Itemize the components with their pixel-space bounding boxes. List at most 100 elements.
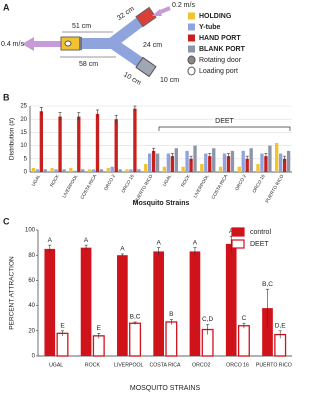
flow-in-label: 0.2 m/s <box>172 2 195 9</box>
bar <box>193 145 197 172</box>
bar <box>44 248 56 356</box>
bar <box>282 158 287 172</box>
bar <box>31 168 36 172</box>
value-label: B <box>169 311 173 318</box>
y-tube-arm <box>108 38 145 68</box>
dimension-label: 10 cm <box>122 71 142 87</box>
legend-swatch <box>188 45 195 53</box>
x-tick-label: COSTA RICA <box>210 173 229 200</box>
dimension-label: 24 cm <box>143 42 162 49</box>
bar <box>226 156 231 172</box>
bar <box>153 251 164 356</box>
loading-port <box>64 40 72 47</box>
y-tick-label: 0 <box>24 170 28 176</box>
x-tick-label: PUERTO RICO <box>256 362 292 368</box>
flow-out-label: 0.4 m/s <box>1 41 24 48</box>
legend-swatch <box>187 55 196 65</box>
legend-swatch <box>231 239 245 249</box>
value-label: C <box>242 315 247 322</box>
bar <box>170 156 175 172</box>
bar <box>237 166 241 172</box>
value-label: B,C <box>130 314 141 321</box>
y-tube-arm <box>108 16 145 48</box>
x-tick-label: LIVERPOOL <box>192 173 210 198</box>
bar <box>114 119 118 172</box>
bar <box>73 170 77 172</box>
bar <box>275 142 279 172</box>
bar <box>189 251 201 356</box>
legend-swatch <box>187 66 196 76</box>
bar <box>200 164 204 172</box>
x-tick-label: LIVERPOOL <box>61 173 79 198</box>
bar <box>241 150 245 172</box>
bar <box>264 156 268 172</box>
legend-label: Loading port <box>199 68 238 75</box>
bar <box>189 158 193 172</box>
bar <box>144 164 148 172</box>
value-label: A <box>84 237 89 244</box>
legend-swatch <box>188 34 195 42</box>
x-tick-label: ORCO 16 <box>226 362 249 368</box>
bar <box>212 148 216 172</box>
bar <box>204 153 208 172</box>
bar <box>92 335 105 357</box>
bar <box>245 158 249 172</box>
value-label: A <box>48 237 53 244</box>
legend-label: Rotating door <box>199 57 242 64</box>
annotation: DEET <box>215 118 234 125</box>
x-tick-label: COSTA RICA <box>149 362 181 368</box>
bar <box>185 150 189 172</box>
bar <box>80 247 92 356</box>
bar <box>151 150 156 172</box>
y-tick-label: 60 <box>28 278 35 284</box>
y-tick-label: 100 <box>25 228 36 234</box>
airflow-arrowhead <box>22 37 34 51</box>
legend-label: DEET <box>250 241 269 248</box>
value-label: E <box>97 325 102 332</box>
x-tick-label: ORCO2 <box>192 362 211 368</box>
bar <box>230 150 235 172</box>
bar <box>62 169 66 172</box>
legend-label: HAND PORT <box>199 35 241 42</box>
legend-label: control <box>250 229 271 236</box>
value-label: C,D <box>202 316 214 323</box>
bar <box>249 148 253 172</box>
y-tick-label: 10 <box>20 143 27 149</box>
legend-label: HOLDING <box>199 13 232 20</box>
bar <box>81 169 85 172</box>
y-tick-label: 25 <box>20 104 27 110</box>
bar <box>35 169 40 172</box>
y-tick-label: 40 <box>28 303 35 309</box>
x-tick-label: ORCO 16 <box>120 173 135 193</box>
legend-label: BLANK PORT <box>199 46 246 53</box>
hand-port <box>135 6 157 28</box>
bar <box>56 332 69 357</box>
panel-a: A 0.4 m/s 0.2 m/s 51 cm 32 cm 24 cm 58 c… <box>1 2 246 87</box>
bar <box>256 164 260 172</box>
bar <box>99 169 104 172</box>
y-tick-label: 80 <box>28 253 35 259</box>
y-tick-label: 20 <box>28 328 35 334</box>
blank-port <box>135 56 157 78</box>
y-tube-stem <box>78 38 116 49</box>
x-tick-label: ROCK <box>49 173 60 188</box>
bar <box>129 322 142 357</box>
x-tick-label: ORCO 2 <box>234 173 247 191</box>
x-tick-label: ORCO 2 <box>103 173 116 191</box>
x-axis-label: Mosquito Strains <box>133 200 190 207</box>
bar <box>218 166 223 172</box>
x-tick-label: UGAL <box>31 173 42 187</box>
bar <box>39 111 44 172</box>
panel-label: C <box>3 216 10 226</box>
dimension-label: 58 cm <box>79 61 98 68</box>
bar <box>147 153 152 172</box>
bar <box>133 108 137 172</box>
bar <box>77 116 81 172</box>
panel-label: B <box>3 92 10 102</box>
bar <box>262 308 273 356</box>
x-tick-label: ROCK <box>180 173 191 188</box>
rotating-door <box>79 37 82 50</box>
legend-label: Y-tube <box>199 24 220 31</box>
bar <box>260 153 264 172</box>
dimension-label: 10 cm <box>160 77 179 84</box>
